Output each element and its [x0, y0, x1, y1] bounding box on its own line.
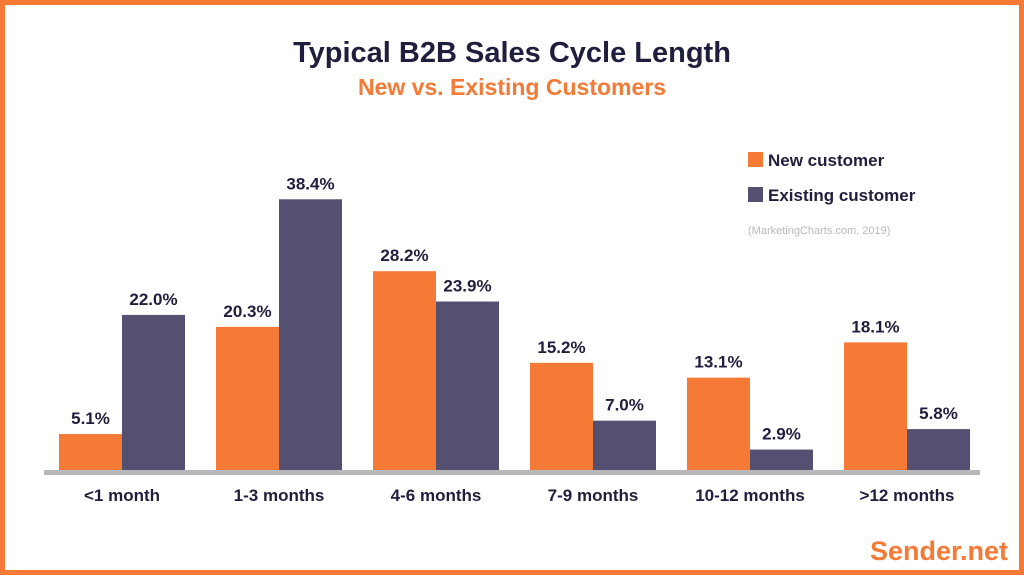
data-label: 7.0% [605, 396, 644, 415]
data-label: 2.9% [762, 425, 801, 444]
bar-existing [122, 314, 185, 470]
data-label: 5.8% [919, 404, 958, 423]
legend-label-existing: Existing customer [768, 186, 916, 205]
x-tick-label: 7-9 months [548, 486, 639, 505]
bar-new [687, 377, 750, 470]
bar-new [59, 434, 122, 470]
data-label: 18.1% [851, 317, 899, 336]
data-label: 22.0% [129, 290, 177, 309]
legend-label-new: New customer [768, 151, 885, 170]
bar-new [373, 271, 436, 470]
legend-swatch-new [748, 152, 763, 167]
x-axis-line [44, 470, 980, 475]
data-label: 15.2% [537, 338, 585, 357]
legend-swatch-existing [748, 187, 763, 202]
bar-existing [279, 199, 342, 470]
x-tick-label: 10-12 months [695, 486, 805, 505]
data-label: 28.2% [380, 246, 428, 265]
chart-subtitle: New vs. Existing Customers [358, 74, 666, 100]
x-tick-label: <1 month [84, 486, 160, 505]
bar-new [844, 342, 907, 470]
bar-existing [593, 420, 656, 470]
legend: New customer Existing customer (Marketin… [748, 151, 916, 237]
chart-title: Typical B2B Sales Cycle Length [293, 37, 731, 69]
data-label: 13.1% [694, 353, 742, 372]
bar-new [216, 326, 279, 470]
sender-logo: Sender.net [870, 536, 1008, 566]
data-label: 20.3% [223, 302, 271, 321]
data-label: 5.1% [71, 409, 110, 428]
x-tick-label: 1-3 months [234, 486, 325, 505]
bar-existing [750, 449, 813, 470]
bar-existing [436, 301, 499, 470]
data-label: 38.4% [286, 174, 334, 193]
bar-new [530, 362, 593, 470]
bar-existing [907, 429, 970, 470]
x-tick-label: 4-6 months [391, 486, 482, 505]
data-label: 23.9% [443, 277, 491, 296]
x-tick-label: >12 months [860, 486, 955, 505]
source-note: (MarketingCharts.com, 2019) [748, 225, 890, 237]
